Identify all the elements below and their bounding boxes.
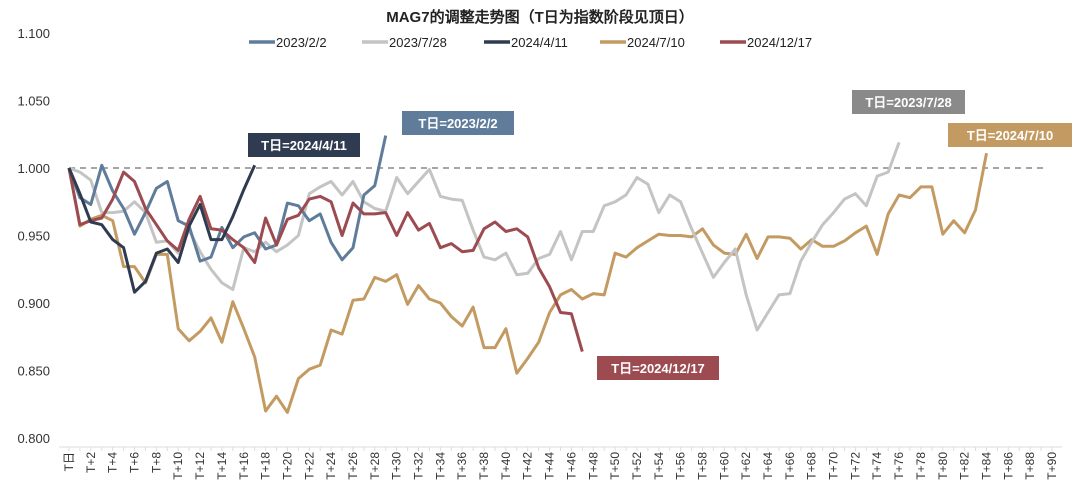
x-tick-label: T+22 — [302, 452, 316, 480]
x-tick-label: T+84 — [979, 452, 993, 480]
x-tick-label: T+8 — [149, 452, 163, 473]
x-tick-label: T+30 — [390, 452, 404, 480]
y-tick-label: 0.850 — [17, 364, 50, 379]
x-tick-label: T+32 — [412, 452, 426, 480]
x-tick-label: T+78 — [914, 452, 928, 480]
x-tick-label: T+60 — [717, 452, 731, 480]
y-tick-label: 1.050 — [17, 94, 50, 109]
x-tick-label: T+4 — [106, 452, 120, 473]
callout-box — [402, 111, 514, 135]
x-tick-label: T+68 — [805, 452, 819, 480]
x-tick-label: T+90 — [1045, 452, 1059, 480]
x-tick-label: T+76 — [892, 452, 906, 480]
x-tick-label: T+14 — [215, 452, 229, 480]
x-tick-label: T+34 — [433, 452, 447, 480]
x-tick-label: T+46 — [564, 452, 578, 480]
legend-label: 2023/7/28 — [389, 35, 447, 50]
x-tick-label: T+48 — [586, 452, 600, 480]
x-tick-label: T+66 — [783, 452, 797, 480]
x-tick-label: T+54 — [652, 452, 666, 480]
x-tick-label: T+40 — [499, 452, 513, 480]
x-tick-label: T+72 — [848, 452, 862, 480]
series-line — [67, 164, 257, 294]
legend-label: 2024/4/11 — [511, 35, 568, 50]
x-tick-label: T日 — [62, 452, 76, 471]
series-line — [67, 135, 388, 263]
callout-label: T日=2023/2/2 — [402, 111, 514, 135]
legend-item: 2024/12/17 — [720, 35, 812, 50]
callout-box — [852, 90, 965, 114]
y-tick-label: 0.950 — [17, 229, 50, 244]
x-tick-label: T+16 — [237, 452, 251, 480]
legend-item: 2023/2/2 — [249, 35, 327, 50]
legend-item: 2023/7/28 — [362, 35, 447, 50]
x-tick-label: T+44 — [543, 452, 557, 480]
x-tick-label: T+58 — [695, 452, 709, 480]
y-tick-label: 1.100 — [17, 26, 50, 41]
legend-label: 2024/12/17 — [747, 35, 812, 50]
chart-title: MAG7的调整走势图（T日为指数阶段见顶日） — [386, 8, 694, 26]
series-line — [67, 167, 584, 353]
x-tick-label: T+80 — [936, 452, 950, 480]
callout-label: T日=2024/12/17 — [597, 356, 719, 380]
y-axis: 0.800 0.850 0.900 0.950 1.000 1.050 1.100 — [17, 26, 50, 446]
x-tick-label: T+56 — [674, 452, 688, 480]
y-tick-label: 0.900 — [17, 296, 50, 311]
legend-item: 2024/7/10 — [600, 35, 685, 50]
x-tick-label: T+88 — [1023, 452, 1037, 480]
callout-label: T日=2024/4/11 — [248, 133, 360, 157]
x-tick-label: T+82 — [958, 452, 972, 480]
y-tick-label: 1.000 — [17, 161, 50, 176]
callout-text: T日=2023/2/2 — [418, 116, 497, 131]
x-tick-label: T+20 — [280, 452, 294, 480]
series-line — [68, 141, 901, 332]
legend-label: 2023/2/2 — [276, 35, 327, 50]
legend-label: 2024/7/10 — [627, 35, 685, 50]
series-line — [67, 152, 988, 414]
callout-text: T日=2024/12/17 — [611, 361, 705, 376]
x-tick-label: T+70 — [827, 452, 841, 480]
x-tick-label: T+64 — [761, 452, 775, 480]
callout-box — [248, 133, 360, 157]
x-tick-label: T+10 — [171, 452, 185, 480]
x-tick-label: T+12 — [193, 452, 207, 480]
x-tick-label: T+2 — [84, 452, 98, 473]
callouts: T日=2023/2/2 T日=2023/7/28 T日=2024/4/11 T日=20… — [248, 90, 1072, 380]
x-axis: T日 T+2 T+4 T+6 T+8 T+10 T+12 T+14 T+16 T+18 T+20 T+… — [59, 446, 1062, 480]
x-tick-label: T+86 — [1001, 452, 1015, 480]
legend: 2023/2/2 2023/7/28 2024/4/11 2024/7/10 2024/… — [249, 35, 812, 50]
callout-label: T日=2024/7/10 — [948, 123, 1072, 147]
x-tick-label: T+18 — [259, 452, 273, 480]
callout-box — [948, 123, 1072, 147]
x-tick-label: T+62 — [739, 452, 753, 480]
x-tick-label: T+74 — [870, 452, 884, 480]
callout-box — [597, 356, 719, 380]
x-tick-label: T+52 — [630, 452, 644, 480]
callout-text: T日=2024/4/11 — [261, 138, 347, 153]
legend-item: 2024/4/11 — [484, 35, 568, 50]
callout-label: T日=2023/7/28 — [852, 90, 965, 114]
x-tick-label: T+6 — [128, 452, 142, 473]
x-tick-label: T+28 — [368, 452, 382, 480]
x-tick-label: T+50 — [608, 452, 622, 480]
callout-text: T日=2024/7/10 — [967, 128, 1053, 143]
callout-text: T日=2023/7/28 — [865, 95, 951, 110]
x-tick-label: T+38 — [477, 452, 491, 480]
series-lines — [67, 135, 988, 414]
x-tick-label: T+42 — [521, 452, 535, 480]
x-tick-label: T+24 — [324, 452, 338, 480]
y-tick-label: 0.800 — [17, 431, 50, 446]
x-tick-label: T+36 — [455, 452, 469, 480]
x-tick-label: T+26 — [346, 452, 360, 480]
